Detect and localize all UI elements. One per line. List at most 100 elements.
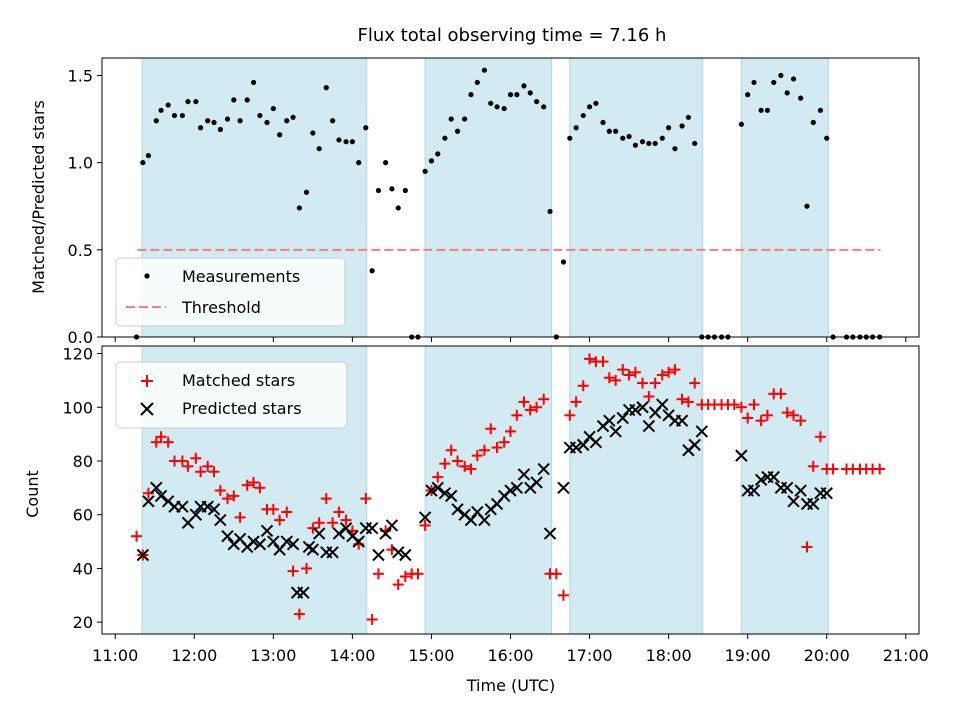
predicted-star-point bbox=[807, 497, 820, 511]
x-tick-label: 20:00 bbox=[804, 646, 850, 665]
predicted-star-point bbox=[332, 527, 346, 540]
x-stroke bbox=[820, 487, 833, 500]
measurement-point bbox=[217, 126, 223, 133]
matched-star-point bbox=[649, 377, 661, 389]
predicted-star-point bbox=[675, 414, 689, 427]
predicted-star-point bbox=[557, 481, 570, 495]
matched-star-point bbox=[399, 571, 411, 583]
x-stroke bbox=[767, 470, 780, 484]
x-stroke bbox=[642, 419, 656, 433]
measurement-point bbox=[527, 90, 533, 96]
predicted-legend-marker bbox=[140, 402, 154, 416]
matched-star-point bbox=[795, 415, 807, 427]
x-stroke bbox=[464, 513, 478, 527]
top-legend-box bbox=[115, 257, 346, 327]
predicted-star-point bbox=[150, 481, 163, 495]
predicted-star-point bbox=[735, 449, 748, 462]
measurement-point bbox=[488, 100, 494, 106]
x-stroke bbox=[267, 535, 280, 548]
predicted-star-point bbox=[247, 535, 260, 548]
predicted-star-point bbox=[425, 484, 438, 497]
matched-star-point bbox=[807, 460, 819, 472]
predicted-star-point bbox=[385, 519, 399, 532]
matched-star-point bbox=[663, 366, 675, 378]
measurement-point bbox=[310, 130, 316, 136]
predicted-star-point bbox=[142, 495, 155, 508]
measurement-point bbox=[560, 259, 567, 265]
x-stroke bbox=[675, 414, 689, 427]
matched-star-point bbox=[524, 404, 536, 416]
y-tick-label: 1.5 bbox=[68, 66, 93, 85]
predicted-star-point bbox=[794, 484, 807, 497]
x-stroke bbox=[517, 468, 531, 481]
measurement-point bbox=[632, 142, 639, 148]
measurement-point bbox=[771, 79, 777, 86]
matched-star-point bbox=[327, 517, 339, 529]
measurement-point bbox=[600, 119, 606, 126]
matched-star-point bbox=[748, 399, 760, 411]
measurement-point bbox=[250, 79, 257, 86]
bottom-y-axis-label: Count bbox=[23, 470, 42, 518]
matched-star-point bbox=[669, 364, 681, 376]
matched-star-point bbox=[190, 452, 202, 464]
x-stroke bbox=[530, 476, 543, 489]
matched-star-point bbox=[656, 369, 668, 381]
measurement-point bbox=[501, 105, 507, 112]
x-stroke bbox=[537, 462, 550, 476]
measurement-point bbox=[158, 107, 164, 113]
measurement-point bbox=[751, 79, 757, 86]
predicted-star-point bbox=[260, 524, 274, 538]
matched-star-point bbox=[478, 444, 490, 456]
predicted-star-point bbox=[326, 546, 339, 559]
x-stroke bbox=[662, 409, 675, 422]
top-x-ticks bbox=[114, 337, 907, 342]
x-stroke bbox=[510, 481, 524, 495]
predicted-star-point bbox=[451, 503, 464, 516]
x-stroke bbox=[161, 495, 175, 508]
measurement-point bbox=[639, 139, 646, 145]
x-tick-label: 11:00 bbox=[92, 646, 138, 665]
matched-star-point bbox=[689, 377, 701, 389]
predicted-star-point bbox=[478, 513, 491, 527]
measurement-points bbox=[133, 67, 883, 340]
x-stroke bbox=[150, 481, 163, 495]
matched-star-point bbox=[214, 485, 226, 497]
measurement-point bbox=[593, 100, 599, 106]
x-stroke bbox=[747, 484, 761, 497]
predicted-stars-points bbox=[136, 398, 833, 599]
matched-star-point bbox=[874, 463, 886, 475]
predicted-star-point bbox=[510, 481, 524, 495]
top-panel: 0.0 0.5 1.0 1.5 Matched/Predicted stars Mea… bbox=[29, 57, 920, 347]
x-stroke bbox=[781, 481, 794, 495]
predicted-star-point bbox=[747, 484, 761, 497]
x-stroke bbox=[189, 508, 203, 521]
matched-star-point bbox=[728, 399, 740, 411]
measurement-point bbox=[804, 203, 810, 209]
measurement-point bbox=[758, 107, 764, 113]
measurement-point bbox=[745, 92, 751, 98]
predicted-star-point bbox=[530, 476, 543, 489]
matched-star-point bbox=[267, 503, 279, 515]
measurement-point bbox=[197, 125, 204, 131]
predicted-star-point bbox=[589, 435, 603, 449]
matched-star-point bbox=[459, 460, 471, 472]
measurement-point bbox=[507, 92, 514, 98]
predicted-star-point bbox=[253, 538, 267, 551]
measurement-point bbox=[257, 112, 263, 119]
shaded-interval bbox=[424, 57, 553, 338]
measurement-point bbox=[462, 116, 468, 122]
x-stroke bbox=[260, 524, 274, 538]
predicted-star-point bbox=[543, 527, 557, 540]
x-stroke bbox=[221, 530, 234, 543]
x-stroke bbox=[399, 548, 412, 562]
matched-star-point bbox=[557, 589, 569, 601]
matched-star-point bbox=[150, 436, 162, 448]
x-tick-label: 14:00 bbox=[329, 646, 375, 665]
predicted-star-point bbox=[438, 487, 452, 500]
x-stroke bbox=[471, 505, 484, 519]
x-stroke bbox=[286, 538, 300, 551]
matched-star-point bbox=[176, 455, 188, 467]
x-stroke bbox=[312, 527, 326, 540]
matched-star-point bbox=[617, 364, 629, 376]
measurement-point bbox=[290, 114, 296, 120]
